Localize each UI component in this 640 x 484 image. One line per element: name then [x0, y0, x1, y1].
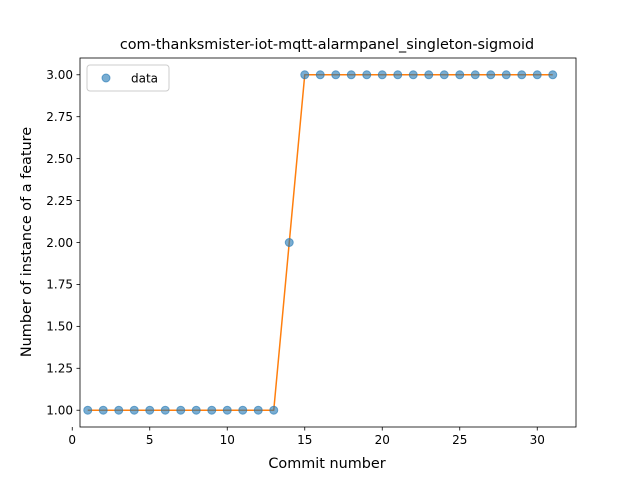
- data-point: [284, 238, 294, 247]
- data-point: [532, 70, 542, 80]
- data-point: [455, 70, 465, 80]
- data-point: [98, 405, 108, 415]
- data-point: [424, 70, 434, 80]
- data-point: [501, 70, 511, 80]
- y-tick-label: 2.50: [46, 152, 73, 166]
- y-tick-label: 1.00: [46, 404, 73, 418]
- data-point: [548, 70, 558, 80]
- x-tick-label: 5: [146, 433, 154, 447]
- data-point: [160, 405, 170, 415]
- y-tick-label: 1.25: [46, 362, 73, 376]
- data-point: [377, 70, 387, 80]
- data-point: [346, 70, 356, 80]
- x-tick-label: 20: [375, 433, 390, 447]
- y-tick-label: 1.50: [46, 320, 73, 334]
- series-line-0: [87, 74, 553, 411]
- data-point: [300, 70, 310, 80]
- legend-marker: [101, 73, 111, 83]
- x-tick-label: 25: [452, 433, 467, 447]
- data-point: [269, 405, 279, 415]
- data-point: [408, 70, 418, 80]
- x-tick-label: 15: [297, 433, 312, 447]
- data-point: [517, 70, 527, 80]
- y-tick-label: 3.00: [46, 68, 73, 82]
- data-point: [331, 70, 341, 80]
- data-point: [315, 70, 325, 80]
- y-tick-label: 2.00: [46, 236, 73, 250]
- x-tick-label: 10: [220, 433, 235, 447]
- y-axis-label: Number of instance of a feature: [19, 127, 35, 357]
- data-point: [176, 405, 186, 415]
- y-tick-label: 1.75: [46, 278, 73, 292]
- x-tick-label: 30: [530, 433, 545, 447]
- data-point: [253, 405, 263, 415]
- data-point: [222, 405, 232, 415]
- legend-box: [86, 64, 170, 92]
- y-tick-label: 2.75: [46, 110, 73, 124]
- data-point: [191, 405, 201, 415]
- legend-label: data: [131, 71, 158, 85]
- data-point: [470, 70, 480, 80]
- data-point: [238, 405, 248, 415]
- plot-area: 0 5 10 15 20 25 30 1.00 1.25 1.50 1.75 2.00 2.25 2.50…: [46, 57, 577, 447]
- data-point: [129, 405, 139, 415]
- axes-frame: [79, 57, 577, 428]
- data-point: [439, 70, 449, 80]
- data-point: [393, 70, 403, 80]
- x-axis-label: Commit number: [268, 456, 385, 472]
- data-point: [114, 405, 124, 415]
- data-point: [207, 405, 217, 415]
- data-point: [145, 405, 155, 415]
- data-point: [83, 405, 93, 415]
- data-point: [362, 70, 372, 80]
- x-tick-label: 0: [68, 433, 76, 447]
- y-tick-label: 2.25: [46, 194, 73, 208]
- data-point: [486, 70, 496, 80]
- chart-title: com-thanksmister-iot-mqtt-alarmpanel_sin…: [120, 37, 534, 53]
